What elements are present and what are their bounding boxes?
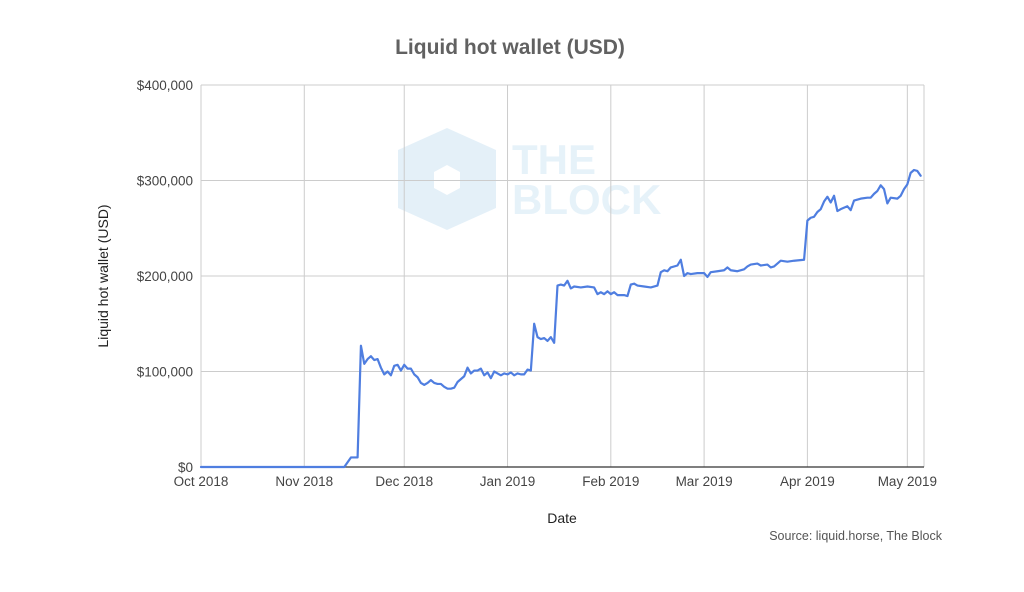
x-tick-label: Apr 2019 [780, 474, 835, 489]
y-tick-label: $100,000 [137, 365, 193, 380]
x-tick-label: Mar 2019 [676, 474, 733, 489]
y-tick-label: $200,000 [137, 269, 193, 284]
y-axis-label: Liquid hot wallet (USD) [95, 204, 111, 347]
y-tick-label: $300,000 [137, 174, 193, 189]
x-tick-label: Nov 2018 [275, 474, 333, 489]
x-axis-label: Date [547, 510, 577, 526]
x-tick-label: Feb 2019 [582, 474, 639, 489]
chart-title: Liquid hot wallet (USD) [395, 36, 625, 59]
watermark-line-1: THE [512, 136, 596, 183]
y-tick-label: $0 [178, 460, 193, 475]
x-tick-label: May 2019 [878, 474, 937, 489]
x-tick-label: Jan 2019 [480, 474, 536, 489]
x-tick-labels: Oct 2018 Nov 2018 Dec 2018 Jan 2019 Feb 2019… [174, 474, 937, 489]
watermark-line-2: BLOCK [512, 176, 661, 223]
source-note: Source: liquid.horse, The Block [769, 529, 943, 543]
x-tick-label: Dec 2018 [375, 474, 433, 489]
watermark-logo: THE BLOCK [398, 128, 661, 230]
y-gridlines [201, 84, 924, 372]
x-tick-label: Oct 2018 [174, 474, 229, 489]
y-tick-labels: $0 $100,000 $200,000 $300,000 $400,000 [137, 78, 193, 475]
y-tick-label: $400,000 [137, 78, 193, 93]
series-line [199, 168, 922, 469]
